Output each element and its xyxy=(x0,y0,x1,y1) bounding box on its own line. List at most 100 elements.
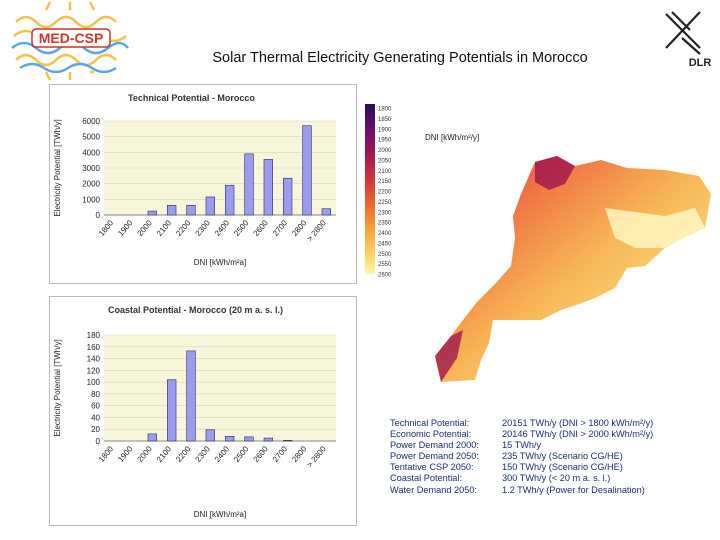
x-tick-label: 2100 xyxy=(155,218,174,238)
y-tick-label: 100 xyxy=(87,378,101,387)
y-tick-label: 80 xyxy=(91,390,100,399)
legend-tick-label: 2100 xyxy=(378,169,392,175)
stat-label: Technical Potential: xyxy=(390,418,470,428)
y-axis-label: Electricity Potential [TWh/y] xyxy=(53,339,62,436)
bar xyxy=(225,435,235,442)
stat-value: 235 TWh/y (Scenario CG/HE) xyxy=(502,451,623,462)
stat-label: Power Demand 2050: xyxy=(390,451,479,462)
x-axis-label: DNI [kWh/m²a] xyxy=(194,510,246,519)
x-tick-label: 1800 xyxy=(97,444,116,464)
map-coast-dark xyxy=(435,156,575,382)
map-south-light xyxy=(605,208,705,248)
x-tick-label: 2200 xyxy=(174,444,193,464)
technical-potential-chart: Technical Potential - Morocco 6000 5000 400… xyxy=(49,84,357,284)
bar xyxy=(225,184,235,216)
bar xyxy=(321,208,331,216)
y-tick-label: 140 xyxy=(87,355,101,364)
x-tick-label: 1900 xyxy=(116,444,135,464)
legend-tick-label: 1900 xyxy=(378,127,392,133)
legend-tick-label: 1950 xyxy=(378,138,392,144)
legend-tick-label: 2300 xyxy=(378,210,392,216)
bar xyxy=(147,210,157,216)
technical-potential-chart-svg: Technical Potential - Morocco 6000 5000 400… xyxy=(53,93,336,267)
stat-label: Water Demand 2050: xyxy=(390,484,477,495)
plot-area xyxy=(104,335,336,441)
bar xyxy=(302,125,312,216)
x-tick-label: 2600 xyxy=(252,218,271,238)
dni-legend-bar xyxy=(365,104,375,274)
legend-tick-label: 2500 xyxy=(378,252,392,258)
y-tick-label: 4000 xyxy=(82,148,100,157)
legend-tick-label: 2450 xyxy=(378,241,392,247)
legend-tick-label: 2200 xyxy=(378,190,392,196)
bar xyxy=(205,196,215,216)
x-tick-label: 2000 xyxy=(136,444,155,464)
x-tick-label: 2400 xyxy=(213,218,232,238)
x-tick-label: 2500 xyxy=(232,444,251,464)
legend-tick-label: 2150 xyxy=(378,179,392,185)
legend-tick-label: 2250 xyxy=(378,200,392,206)
stat-row: Economic Potential: 20146 TWh/y (DNI > 20… xyxy=(390,429,715,440)
chart-title: Coastal Potential - Morocco (20 m a. s. … xyxy=(108,305,283,315)
legend-tick-label: 2600 xyxy=(378,273,392,279)
x-tick-label: 2600 xyxy=(252,444,271,464)
stat-row: Power Demand 2050: 235 TWh/y (Scenario CG… xyxy=(390,451,715,462)
y-tick-label: 2000 xyxy=(82,180,100,189)
y-tick-label: 60 xyxy=(91,402,100,411)
legend-tick-label: 2050 xyxy=(378,158,392,164)
y-axis-label: Electricity Potential [TWh/y] xyxy=(53,119,62,216)
chart-title: Technical Potential - Morocco xyxy=(128,93,255,103)
page-title: Solar Thermal Electricity Generating Pot… xyxy=(212,50,588,66)
x-axis-label: DNI [kWh/m²a] xyxy=(194,258,246,267)
y-tick-label: 1000 xyxy=(82,195,100,204)
y-tick-label: 5000 xyxy=(82,133,100,142)
bar xyxy=(283,177,293,216)
y-tick-label: 20 xyxy=(91,425,100,434)
x-tick-label: 2700 xyxy=(271,218,290,238)
bar xyxy=(244,153,254,216)
dlr-logo: DLR xyxy=(660,8,714,69)
stat-value: 15 TWh/y xyxy=(502,440,542,451)
bar xyxy=(244,436,254,442)
logo-text: MED-CSP xyxy=(39,30,104,46)
x-tick-label: 2100 xyxy=(155,444,174,464)
x-tick-label: 2200 xyxy=(174,218,193,238)
x-tick-label: 2400 xyxy=(213,444,232,464)
dlr-symbol-icon xyxy=(665,11,701,55)
med-csp-logo: MED-CSP xyxy=(6,1,134,81)
stat-row: Technical Potential: 20151 TWh/y (DNI > 1… xyxy=(390,418,715,429)
stat-value: 1.2 TWh/y (Power for Desalination) xyxy=(502,484,645,495)
x-tick-label: 2300 xyxy=(194,218,213,238)
bar xyxy=(186,350,196,442)
stat-row: Power Demand 2000: 15 TWh/y xyxy=(390,440,715,451)
y-tick-label: 40 xyxy=(91,413,100,422)
stat-row: Coastal Potential: 300 TWh/y (< 20 m a. s… xyxy=(390,473,715,484)
stat-value: 150 TWh/y (Scenario CG/HE) xyxy=(502,462,623,473)
stat-label: Coastal Potential: xyxy=(390,473,463,484)
bar xyxy=(263,437,273,442)
bar xyxy=(283,440,293,442)
y-tick-label: 120 xyxy=(87,366,101,375)
y-tick-label: 0 xyxy=(96,211,101,220)
legend-tick-label: 2350 xyxy=(378,221,392,227)
dlr-text: DLR xyxy=(689,57,712,68)
stat-value: 300 TWh/y (< 20 m a. s. l.) xyxy=(502,473,611,484)
legend-tick-label: 2000 xyxy=(378,148,392,154)
bar xyxy=(167,204,177,216)
x-tick-label: > 2800 xyxy=(305,218,328,243)
dni-legend-title: DNI [kWh/m²/y] xyxy=(425,133,480,142)
dni-map: 1800 1850 1900 1950 2000 2050 2100 2150 2200 2250… xyxy=(365,98,715,390)
y-tick-label: 160 xyxy=(87,343,101,352)
bar xyxy=(186,204,196,216)
dni-legend-ticks: 1800 1850 1900 1950 2000 2050 2100 2150 2200 2250… xyxy=(378,107,392,279)
stats-list: Technical Potential: 20151 TWh/y (DNI > 1… xyxy=(390,418,715,496)
legend-tick-label: 2550 xyxy=(378,262,392,268)
x-tick-label: 2500 xyxy=(232,218,251,238)
legend-tick-label: 1800 xyxy=(378,107,392,113)
stat-label: Economic Potential: xyxy=(390,429,472,440)
x-tick-label: 2300 xyxy=(194,444,213,464)
legend-tick-label: 1850 xyxy=(378,117,392,123)
bar xyxy=(205,429,215,442)
legend-tick-label: 2400 xyxy=(378,231,392,237)
bar xyxy=(167,379,177,442)
